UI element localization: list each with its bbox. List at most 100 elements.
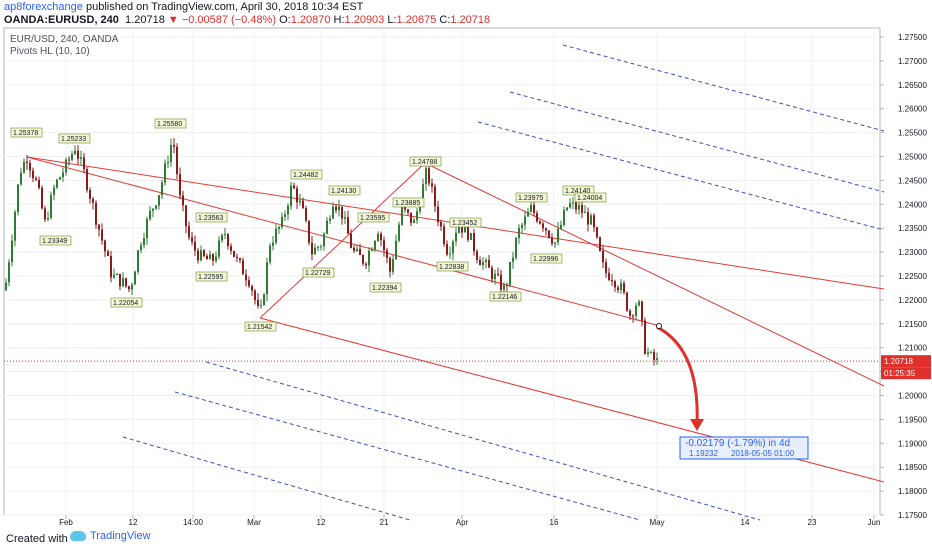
candle — [128, 285, 130, 292]
candle-body — [566, 207, 568, 211]
candle — [269, 243, 271, 265]
candle — [548, 229, 550, 239]
axes: 1.27500 1.27000 1.26500 1.26000 1.25500 1.250… — [59, 33, 931, 527]
candle-body — [305, 208, 307, 221]
author-link[interactable]: ap8forexchange — [4, 1, 83, 13]
candle — [272, 236, 274, 251]
candle — [380, 231, 382, 247]
candle — [248, 276, 250, 289]
y-tick-label: 1.25500 — [898, 129, 927, 138]
candle-body — [467, 224, 469, 240]
candle — [473, 228, 475, 256]
candle-body — [98, 224, 100, 230]
candle-body — [548, 230, 550, 238]
candle — [350, 229, 352, 249]
candle-body — [143, 238, 145, 246]
candle — [503, 282, 505, 293]
candle-body — [608, 272, 610, 281]
pivot-value: 1.24130 — [331, 188, 356, 195]
candle-body — [92, 198, 94, 203]
candle — [167, 155, 169, 168]
candle-body — [311, 242, 313, 255]
candle-body — [356, 248, 358, 252]
pivot-box — [302, 267, 335, 278]
candle — [449, 246, 451, 259]
pivot-label: 1.23975 — [515, 192, 548, 203]
pivot-box — [357, 212, 390, 223]
open-label: O: — [279, 14, 291, 26]
x-tick-label: 14 — [741, 518, 750, 527]
candle-body — [482, 261, 484, 266]
y-tick-label: 1.21500 — [898, 320, 927, 329]
candle-body — [437, 206, 439, 223]
y-tick-label: 1.22500 — [898, 272, 927, 281]
candle — [515, 236, 517, 261]
candle-body — [278, 226, 280, 229]
projection-box[interactable]: -0.02179 (-1.79%) in 4d 1.19232 2018-05-… — [679, 436, 809, 460]
candle — [29, 159, 31, 178]
candle-body — [344, 217, 346, 219]
candle — [251, 284, 253, 296]
candle-body — [251, 286, 253, 291]
candle — [233, 250, 235, 258]
candle — [551, 233, 553, 246]
candle — [416, 208, 418, 225]
candle — [257, 293, 259, 309]
candle — [191, 231, 193, 246]
candle — [338, 199, 340, 217]
candle — [227, 232, 229, 250]
candle — [632, 314, 634, 323]
candle — [470, 232, 472, 241]
candle-body — [503, 284, 505, 290]
candle — [143, 232, 145, 249]
candle-body — [257, 300, 259, 306]
pivot-label: 1.23563 — [195, 212, 228, 223]
candle-body — [557, 228, 559, 243]
channel-line — [259, 162, 426, 319]
candle-body — [299, 200, 301, 203]
candle-body — [155, 205, 157, 209]
candle — [125, 277, 127, 289]
candle — [506, 282, 508, 292]
pivot-box — [530, 253, 563, 264]
candle — [386, 247, 388, 264]
candle-body — [536, 213, 538, 222]
candle — [308, 220, 310, 246]
candle-body — [515, 238, 517, 258]
projection-date: 2018-05-05 01:00 — [731, 449, 795, 458]
candle-body — [203, 250, 205, 256]
candle-body — [158, 195, 160, 206]
candle — [179, 167, 181, 200]
candle-body — [290, 185, 292, 206]
candle — [452, 239, 454, 261]
candle-body — [140, 245, 142, 251]
candle-body — [431, 183, 433, 187]
candle — [158, 194, 160, 210]
ohlc-line: OANDA:EURUSD, 240 1.20718 ▼ −0.00587 (−0… — [4, 14, 490, 27]
candle-body — [65, 159, 67, 173]
candle — [644, 317, 646, 355]
candle-body — [194, 241, 196, 251]
candle-body — [572, 202, 574, 204]
candle — [53, 184, 55, 201]
pivot-box — [195, 212, 228, 223]
candle — [59, 176, 61, 180]
candle-body — [128, 286, 130, 290]
x-tick-label: Apr — [456, 518, 469, 527]
candle-body — [545, 228, 547, 231]
candle-body — [458, 225, 460, 233]
high-value: 1.20903 — [344, 14, 385, 26]
candle-body — [119, 273, 121, 287]
countdown-label: 01:25:35 — [884, 369, 916, 378]
candle-body — [479, 259, 481, 266]
candle — [656, 352, 658, 365]
candle — [359, 243, 361, 256]
candle — [44, 205, 46, 223]
candle — [623, 280, 625, 295]
candle — [428, 166, 430, 187]
tradingview-logo[interactable]: TradingView — [70, 530, 151, 542]
candle — [413, 217, 415, 224]
candle-body — [170, 145, 172, 162]
candle-body — [605, 262, 607, 273]
